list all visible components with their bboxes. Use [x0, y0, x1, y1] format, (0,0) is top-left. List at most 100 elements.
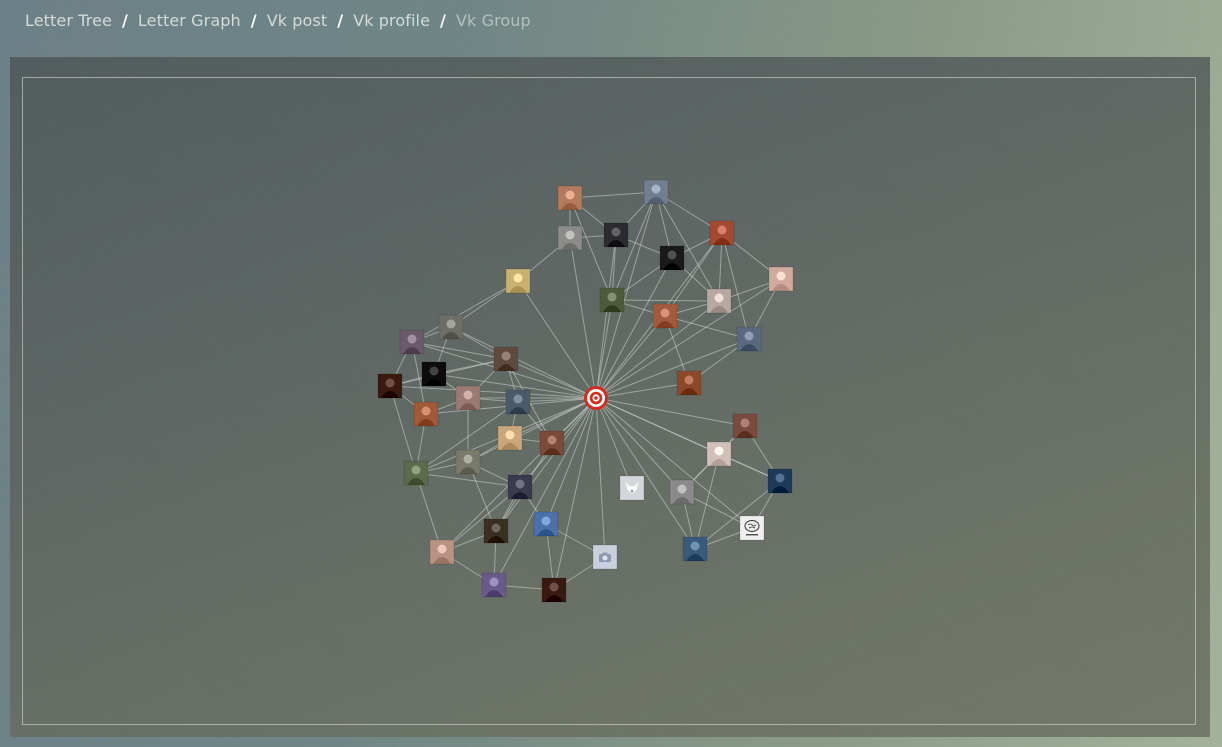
graph-node-avatar[interactable] [481, 572, 507, 598]
breadcrumb-separator: / [121, 10, 128, 30]
graph-node-avatar[interactable] [676, 370, 702, 396]
graph-node-avatar[interactable] [643, 179, 669, 205]
graph-node-avatar[interactable] [599, 287, 625, 313]
graph-node-avatar[interactable] [413, 401, 439, 427]
breadcrumb-separator: / [250, 10, 257, 30]
graph-edges [389, 191, 782, 591]
graph-node-avatar[interactable] [669, 479, 695, 505]
graph-node-avatar[interactable] [507, 474, 533, 500]
graph-edge [433, 373, 597, 399]
graph-node-avatar[interactable] [493, 346, 519, 372]
graph-edge [495, 397, 597, 532]
graph-node-avatar[interactable] [768, 266, 794, 292]
graph-edge [595, 397, 753, 529]
breadcrumb: Letter Tree / Letter Graph / Vk post / V… [25, 9, 531, 31]
graph-edge [415, 472, 521, 488]
graph-node-avatar[interactable] [732, 413, 758, 439]
graph-edge [595, 338, 750, 399]
graph-edge [595, 257, 673, 399]
breadcrumb-vk-post[interactable]: Vk post [266, 10, 328, 30]
graph-edge [595, 397, 696, 550]
graph-node-dog-placeholder-icon[interactable] [619, 475, 645, 501]
graph-edge [611, 191, 657, 301]
graph-node-avatar[interactable] [455, 449, 481, 475]
graph-edge [611, 299, 720, 302]
graph-edge [595, 315, 666, 399]
graph-node-camera-placeholder-icon[interactable] [592, 544, 618, 570]
graph-node-avatar[interactable] [438, 314, 464, 340]
graph-edge [595, 299, 613, 399]
graph-edge [595, 300, 720, 399]
graph-edge [411, 280, 519, 343]
breadcrumb-separator: / [337, 10, 344, 30]
breadcrumb-separator: / [440, 10, 446, 30]
graph-edge [545, 397, 597, 525]
breadcrumb-letter-graph[interactable]: Letter Graph [137, 10, 241, 30]
graph-edge [467, 397, 597, 463]
graph-edge [389, 358, 507, 387]
graph-node-avatar[interactable] [533, 511, 559, 537]
graph-edge [493, 397, 597, 586]
graph-edge [595, 234, 617, 399]
graph-edge [415, 401, 519, 474]
graph-edge [694, 453, 720, 550]
graph-node-avatar[interactable] [557, 225, 583, 251]
graph-edge [505, 358, 597, 399]
graph-node-avatar[interactable] [652, 303, 678, 329]
graph-edge [441, 486, 521, 553]
graph-edge [655, 191, 720, 302]
target-icon[interactable] [584, 386, 608, 410]
graph-node-avatar[interactable] [736, 326, 762, 352]
graph-node-avatar[interactable] [603, 222, 629, 248]
graph-edge [595, 278, 782, 399]
breadcrumb-vk-profile[interactable]: Vk profile [353, 10, 431, 30]
graph-node-avatar[interactable] [659, 245, 685, 271]
graph-node-avatar[interactable] [455, 385, 481, 411]
graph-edge [595, 397, 746, 427]
graph-node-avatar[interactable] [505, 389, 531, 415]
graph-node-avatar[interactable] [706, 288, 732, 314]
graph-node-avatar[interactable] [539, 430, 565, 456]
graph-node-avatar[interactable] [377, 373, 403, 399]
graph-edge [595, 382, 690, 399]
graph-edge [389, 385, 597, 399]
graph-edge [721, 232, 750, 340]
graph-node-brain-logo-icon[interactable] [739, 515, 765, 541]
graph-node-avatar[interactable] [429, 539, 455, 565]
graph-edge [694, 480, 781, 550]
graph-edge [389, 385, 417, 474]
graph-node-avatar[interactable] [706, 441, 732, 467]
breadcrumb-letter-tree[interactable]: Letter Tree [25, 10, 112, 30]
breadcrumb-vk-group: Vk Group [456, 10, 531, 30]
graph-edge [595, 191, 657, 399]
graph-edge [664, 315, 750, 340]
graph-node-avatar[interactable] [541, 577, 567, 603]
graph-node-avatar[interactable] [399, 329, 425, 355]
graph-edge [450, 326, 597, 399]
graph-frame [22, 77, 1196, 725]
graph-edge [517, 397, 597, 403]
graph-node-avatar[interactable] [483, 518, 509, 544]
graph-node-avatar[interactable] [557, 185, 583, 211]
graph-panel [10, 57, 1210, 737]
graph-edge [415, 472, 443, 553]
graph-node-avatar[interactable] [421, 361, 447, 387]
graph-edge [664, 232, 723, 317]
graph-node-avatar[interactable] [682, 536, 708, 562]
graph-node-avatar[interactable] [709, 220, 735, 246]
graph-edge [569, 237, 597, 399]
graph-node-avatar[interactable] [505, 268, 531, 294]
graph-edge [411, 341, 507, 360]
graph-nodes [377, 179, 794, 603]
graph-edge [569, 191, 657, 199]
graph-edge [569, 197, 613, 301]
graph-edge [595, 397, 633, 489]
graph-edge [595, 397, 683, 493]
graph-node-avatar[interactable] [497, 425, 523, 451]
graph-edge [595, 397, 606, 558]
graph-node-avatar[interactable] [767, 468, 793, 494]
graph-edge [517, 280, 597, 399]
graph-node-avatar[interactable] [403, 460, 429, 486]
graph-edge [553, 397, 597, 591]
